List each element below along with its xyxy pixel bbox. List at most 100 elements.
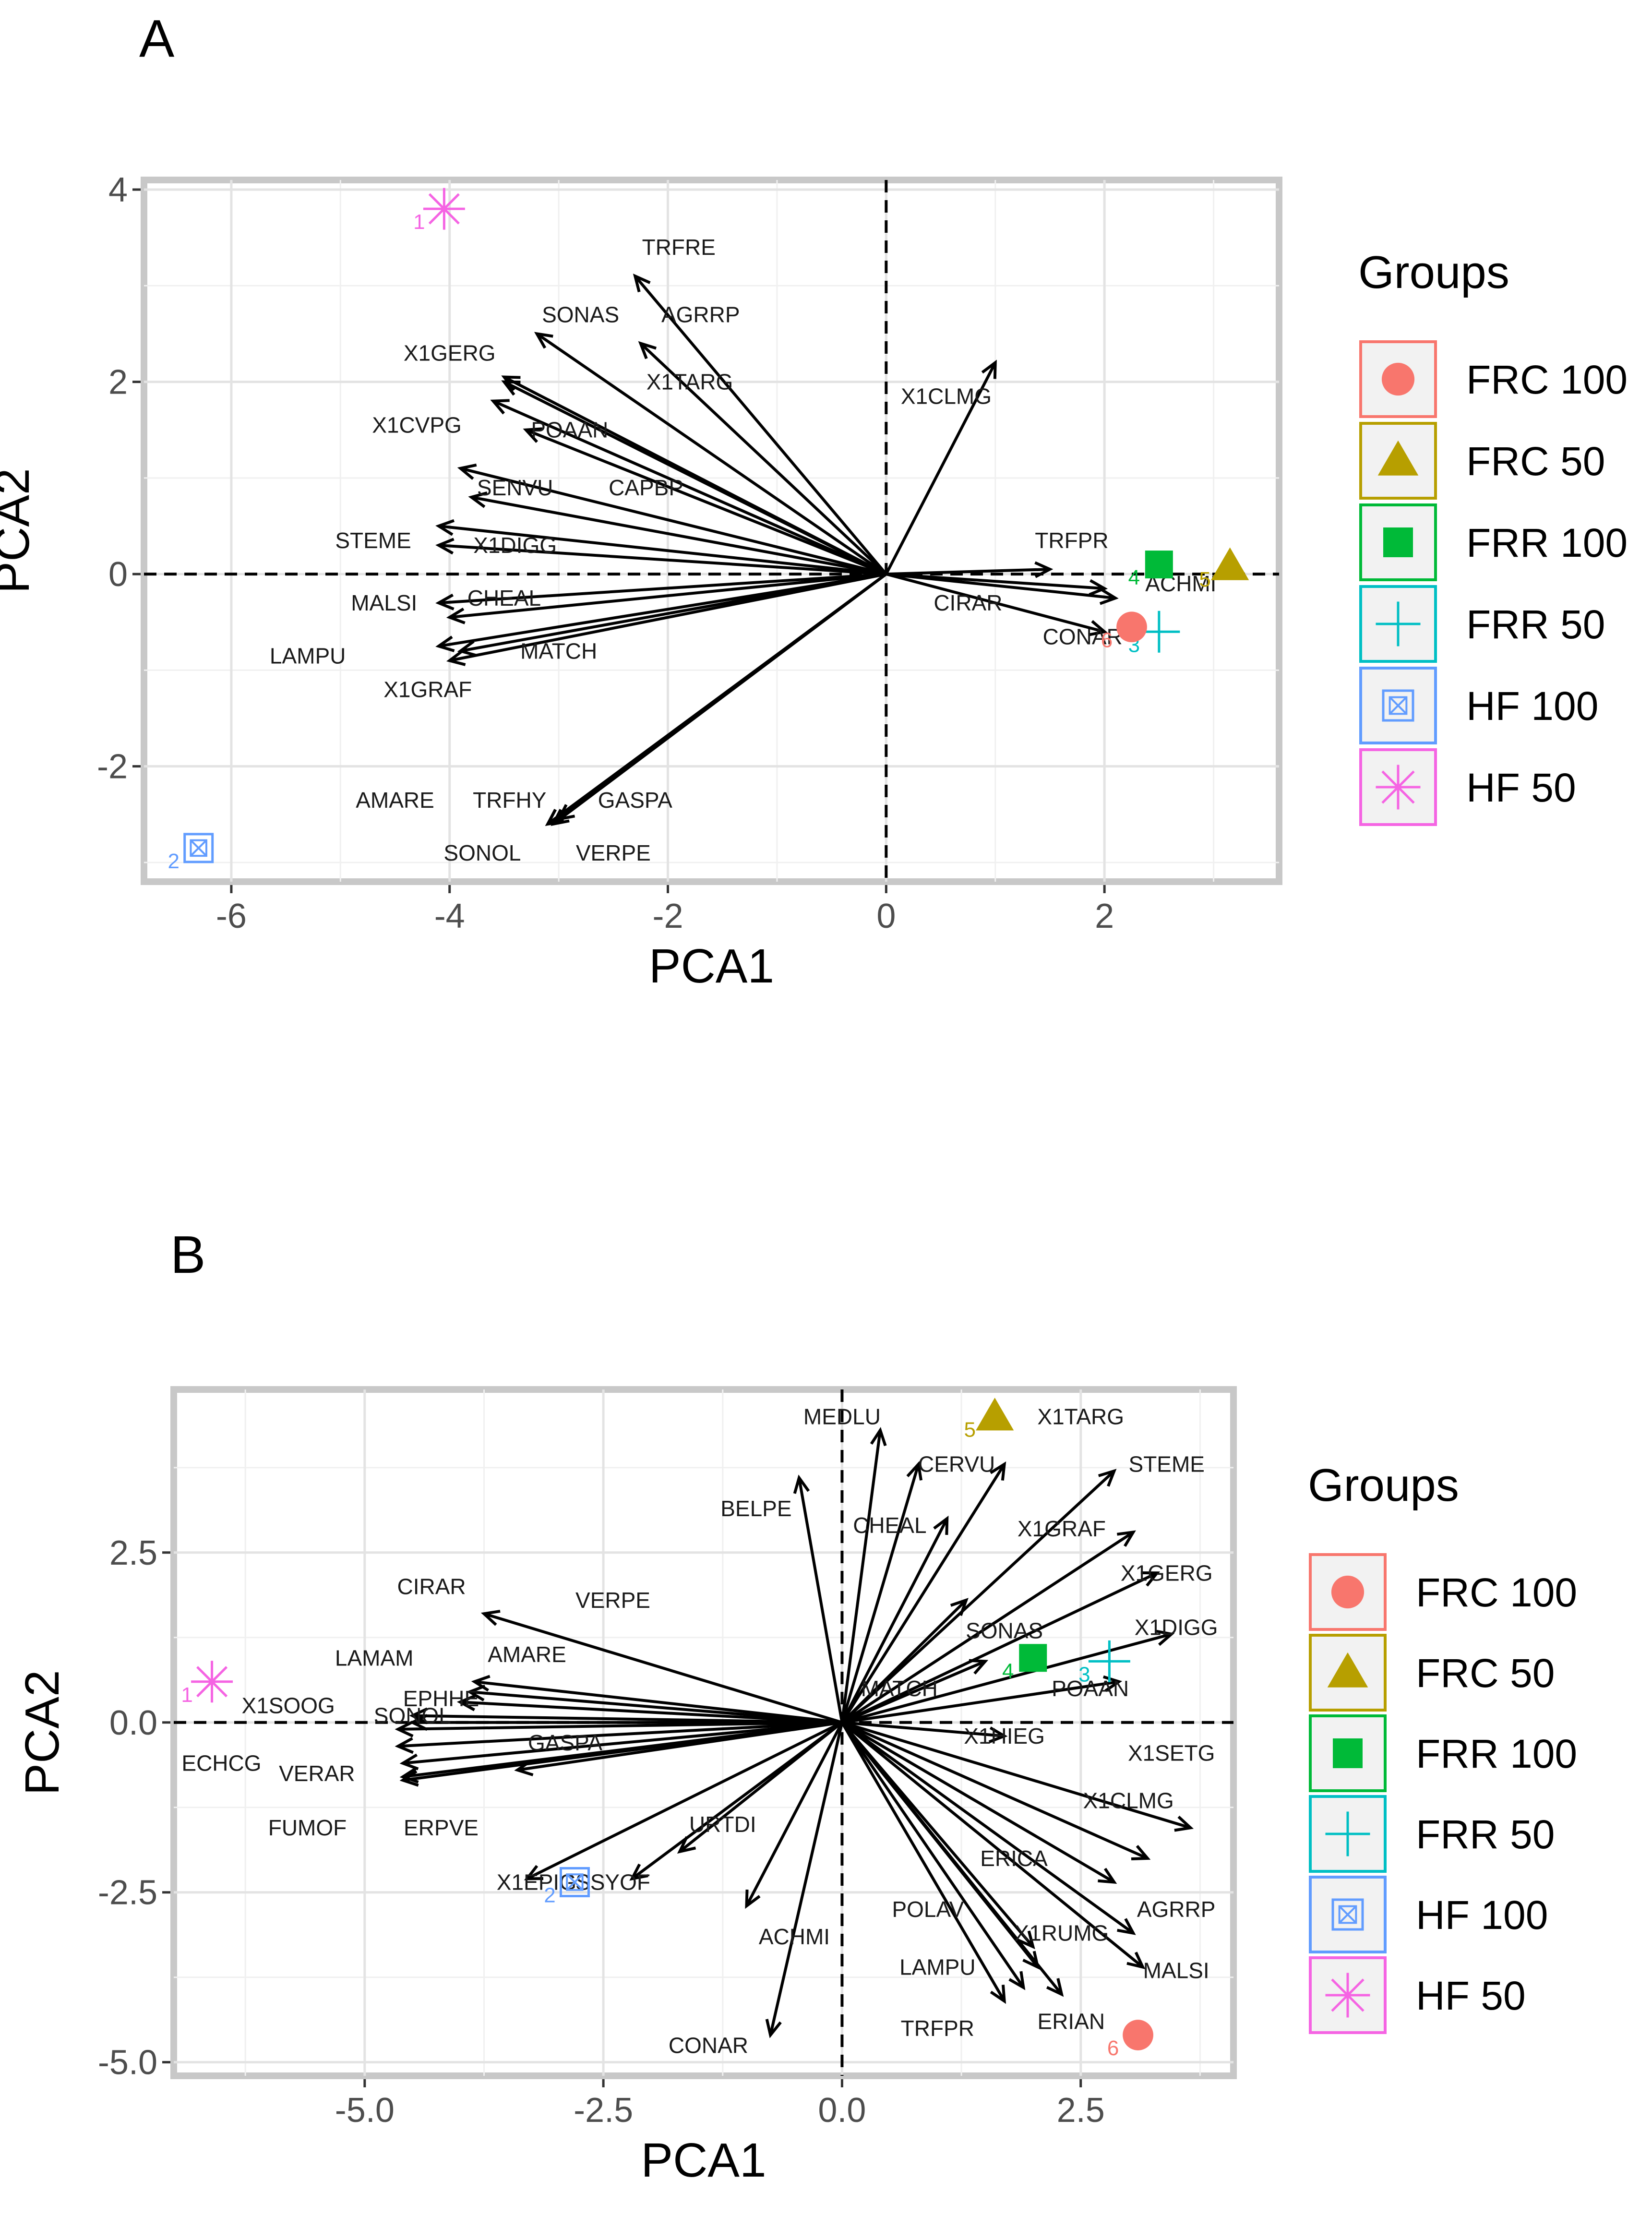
legend-marker bbox=[1382, 689, 1414, 722]
legend-label: FRC 50 bbox=[1466, 439, 1605, 484]
legend-label: HF 50 bbox=[1466, 765, 1576, 810]
sample-point bbox=[559, 1867, 590, 1897]
sample-point bbox=[976, 1398, 1014, 1431]
legend-key bbox=[1359, 667, 1437, 744]
legend-key bbox=[1359, 748, 1437, 826]
panel-b-label: B bbox=[170, 1225, 205, 1284]
loading-arrow bbox=[534, 332, 887, 575]
loading-label: LAMPU bbox=[899, 1954, 975, 1979]
sample-point-label: 6 bbox=[1101, 628, 1113, 652]
loading-label: X1TARG bbox=[1037, 1404, 1124, 1429]
loading-label: X1RUMG bbox=[1015, 1921, 1109, 1946]
x-tick-label: -6 bbox=[216, 897, 247, 935]
loading-label: X1SETG bbox=[1128, 1740, 1215, 1765]
panel-a-legend: Groups FRC 100 FRC 50 FRR 100 FRR 50 HF 100 HF… bbox=[1358, 247, 1628, 826]
legend-label: HF 50 bbox=[1416, 1973, 1526, 2018]
loading-label: STEME bbox=[1129, 1452, 1205, 1477]
loading-label: TRFPR bbox=[901, 2016, 974, 2041]
loading-label: CONAR bbox=[669, 2033, 748, 2058]
loading-arrow bbox=[841, 1629, 1175, 1724]
loading-arrow bbox=[745, 1722, 844, 1909]
loading-arrow bbox=[457, 463, 887, 576]
loading-label: GASPA bbox=[598, 788, 672, 813]
loading-label: AMARE bbox=[488, 1642, 566, 1667]
sample-point-label: 4 bbox=[1128, 566, 1140, 589]
x-axis-title: PCA1 bbox=[649, 939, 774, 993]
y-tick-label: 4 bbox=[108, 171, 128, 209]
legend-label: FRC 100 bbox=[1466, 357, 1628, 402]
legend-label: FRR 50 bbox=[1416, 1812, 1555, 1857]
x-axis-title: PCA1 bbox=[641, 2133, 766, 2187]
sample-point bbox=[1088, 1640, 1130, 1682]
legend-label: FRC 50 bbox=[1416, 1651, 1555, 1696]
legend-key bbox=[1309, 1956, 1387, 2034]
loading-label: TRFRE bbox=[642, 235, 716, 260]
panel-b-legend: Groups FRC 100 FRC 50 FRR 100 FRR 50 HF 100 HF… bbox=[1308, 1460, 1577, 2034]
loading-label: EPHHE bbox=[403, 1686, 479, 1711]
legend-key bbox=[1309, 1553, 1387, 1631]
sample-point-label: 3 bbox=[1078, 1663, 1090, 1686]
loading-label: X1HIEG bbox=[964, 1724, 1045, 1748]
legend-label: FRR 50 bbox=[1466, 602, 1605, 647]
sample-point-label: 2 bbox=[168, 850, 179, 873]
loading-arrow bbox=[399, 1721, 842, 1771]
y-axis-title: PCA2 bbox=[0, 468, 39, 593]
loading-label: AMARE bbox=[356, 788, 434, 813]
loading-arrow bbox=[841, 1659, 989, 1724]
loading-label: AGRRP bbox=[1137, 1897, 1216, 1922]
loading-label: X1GRAF bbox=[1018, 1516, 1106, 1541]
loading-arrow bbox=[435, 519, 886, 576]
loading-arrow bbox=[841, 1721, 1151, 1860]
legend-marker bbox=[1377, 440, 1419, 476]
loading-arrow bbox=[841, 1721, 1064, 1997]
sample-point-label: 2 bbox=[544, 1883, 555, 1907]
loading-label: MALSI bbox=[1143, 1958, 1209, 1983]
loading-label: VERPE bbox=[576, 840, 651, 865]
loading-label: TRFHY bbox=[473, 788, 546, 813]
plot-panel bbox=[170, 1386, 1237, 2079]
loading-arrow bbox=[841, 1721, 1117, 1884]
legend-label: HF 100 bbox=[1466, 683, 1598, 729]
x-tick-label: 0 bbox=[876, 897, 896, 935]
sample-point bbox=[183, 833, 214, 863]
loading-label: SENVU bbox=[477, 475, 553, 500]
x-tick-label: 2.5 bbox=[1057, 2091, 1105, 2130]
sample-point bbox=[1019, 1644, 1047, 1672]
loading-label: SONAS bbox=[966, 1618, 1043, 1643]
legend-marker bbox=[1333, 1738, 1363, 1768]
loading-arrow bbox=[490, 399, 887, 575]
loading-arrow bbox=[886, 573, 1119, 605]
x-tick-label: -2 bbox=[653, 897, 683, 935]
loading-arrow bbox=[840, 1722, 1026, 1990]
y-tick-label: 2 bbox=[108, 363, 128, 402]
loading-arrow bbox=[456, 1694, 842, 1724]
sample-point-label: 4 bbox=[1002, 1659, 1014, 1683]
loading-arrow bbox=[840, 1515, 949, 1724]
loading-label: URTDI bbox=[689, 1812, 756, 1837]
sample-point bbox=[423, 188, 465, 230]
loading-label: CERVU bbox=[918, 1452, 995, 1477]
loading-arrow bbox=[841, 1469, 1117, 1724]
legend-title: Groups bbox=[1308, 1460, 1459, 1511]
sample-point-label: 6 bbox=[1107, 2036, 1119, 2060]
loading-arrow bbox=[466, 1685, 842, 1724]
loading-arrow bbox=[841, 1530, 1136, 1724]
loading-arrow bbox=[468, 491, 886, 576]
loading-arrow bbox=[841, 1598, 969, 1724]
loading-arrow bbox=[885, 359, 997, 575]
x-tick-label: -5.0 bbox=[335, 2091, 395, 2130]
sample-point-label: 5 bbox=[964, 1418, 975, 1442]
loading-label: MALSI bbox=[351, 590, 417, 615]
loading-arrow bbox=[545, 573, 887, 826]
loading-label: X1CLMG bbox=[1083, 1788, 1174, 1813]
legend-marker bbox=[1325, 1811, 1370, 1856]
loading-label: X1GRAF bbox=[383, 677, 472, 702]
legend-marker bbox=[1376, 601, 1421, 647]
legend-marker bbox=[1381, 362, 1415, 396]
loading-arrow bbox=[765, 1722, 844, 2038]
legend-key bbox=[1359, 340, 1437, 418]
loading-label: CHEAL bbox=[853, 1513, 926, 1538]
loading-label: X1CLMG bbox=[901, 384, 992, 409]
loading-label: SSYOF bbox=[575, 1869, 650, 1894]
